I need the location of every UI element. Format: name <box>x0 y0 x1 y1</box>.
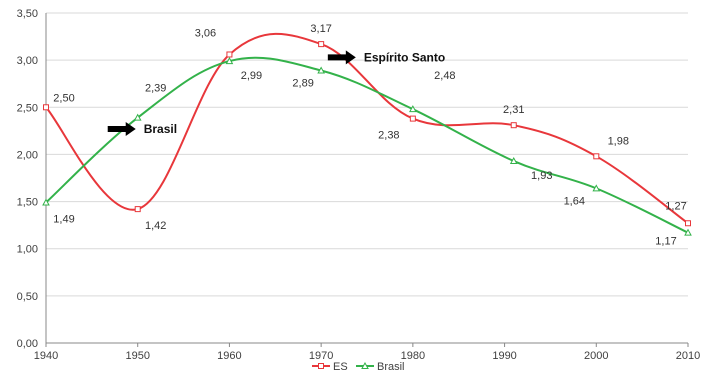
data-label-es: 1,98 <box>608 135 629 147</box>
data-label-es: 2,50 <box>53 92 74 104</box>
y-tick-label: 0,50 <box>17 291 38 303</box>
data-label-brasil: 2,99 <box>241 70 262 82</box>
data-point-brasil <box>592 184 601 192</box>
data-point-brasil <box>409 105 417 113</box>
data-point-brasil <box>133 113 142 121</box>
data-label-brasil: 2,48 <box>434 70 455 82</box>
data-point-es <box>409 115 416 122</box>
y-tick-label: 1,50 <box>17 197 38 209</box>
data-point-brasil <box>684 228 692 236</box>
gridlines <box>46 12 688 297</box>
data-label-brasil: 2,39 <box>145 83 166 95</box>
y-tick-label: 1,00 <box>17 244 38 256</box>
data-label-es: 1,42 <box>145 220 166 232</box>
data-label-brasil: 1,49 <box>53 214 74 226</box>
axes: 0,00 0,50 1,00 1,50 2,00 2,50 3,00 3,50 1940 1950… <box>17 8 701 362</box>
y-tick-label: 0,00 <box>17 338 38 350</box>
data-point-brasil <box>225 57 234 65</box>
x-tick-label: 1950 <box>125 350 149 362</box>
y-tick-label: 3,50 <box>17 8 38 20</box>
legend-item-es: ES <box>312 361 348 373</box>
data-label-brasil: 1,17 <box>655 236 676 248</box>
data-label-es: 3,06 <box>195 27 216 39</box>
series-lines <box>42 32 692 236</box>
data-label-es: 2,31 <box>503 104 524 116</box>
data-point-brasil <box>509 156 518 165</box>
x-tick-label: 1970 <box>309 350 333 362</box>
x-tick-label: 1940 <box>34 350 58 362</box>
data-point-brasil <box>42 198 50 206</box>
data-label-brasil: 1,93 <box>531 170 552 182</box>
data-point-es <box>134 206 141 213</box>
legend-label: ES <box>333 361 348 373</box>
data-point-es <box>593 153 600 160</box>
legend-item-brasil: Brasil <box>356 361 405 373</box>
data-label-brasil: 2,89 <box>292 78 313 90</box>
data-label-es: 2,38 <box>378 130 399 142</box>
annotation-arrow-icon <box>327 50 356 65</box>
data-point-es <box>510 122 517 129</box>
annotations: Espírito Santo Brasil <box>107 50 445 136</box>
legend-label: Brasil <box>377 361 405 373</box>
annotation-label: Espírito Santo <box>364 50 445 64</box>
data-point-brasil <box>317 66 325 74</box>
annotation-arrow-icon <box>107 121 136 136</box>
x-tick-label: 1960 <box>217 350 241 362</box>
y-tick-label: 2,00 <box>17 149 38 161</box>
legend: ES Brasil <box>312 361 405 373</box>
annotation-label: Brasil <box>144 122 177 136</box>
x-tick-label: 1980 <box>401 350 425 362</box>
data-labels: 2,50 1,42 3,06 3,17 2,38 2,31 1,98 1,27 1,49 2,39… <box>53 23 686 248</box>
x-tick-label: 1990 <box>492 350 516 362</box>
data-label-brasil: 1,64 <box>564 195 585 207</box>
data-label-es: 3,17 <box>310 23 331 35</box>
data-point-es <box>685 220 691 227</box>
data-point-es <box>43 104 49 111</box>
data-point-es <box>318 41 325 48</box>
y-tick-label: 3,00 <box>17 55 38 67</box>
data-label-es: 1,27 <box>665 200 686 212</box>
x-tick-label: 2010 <box>676 350 700 362</box>
data-point-es <box>226 51 233 58</box>
y-tick-label: 2,50 <box>17 102 38 114</box>
x-tick-label: 2000 <box>584 350 608 362</box>
